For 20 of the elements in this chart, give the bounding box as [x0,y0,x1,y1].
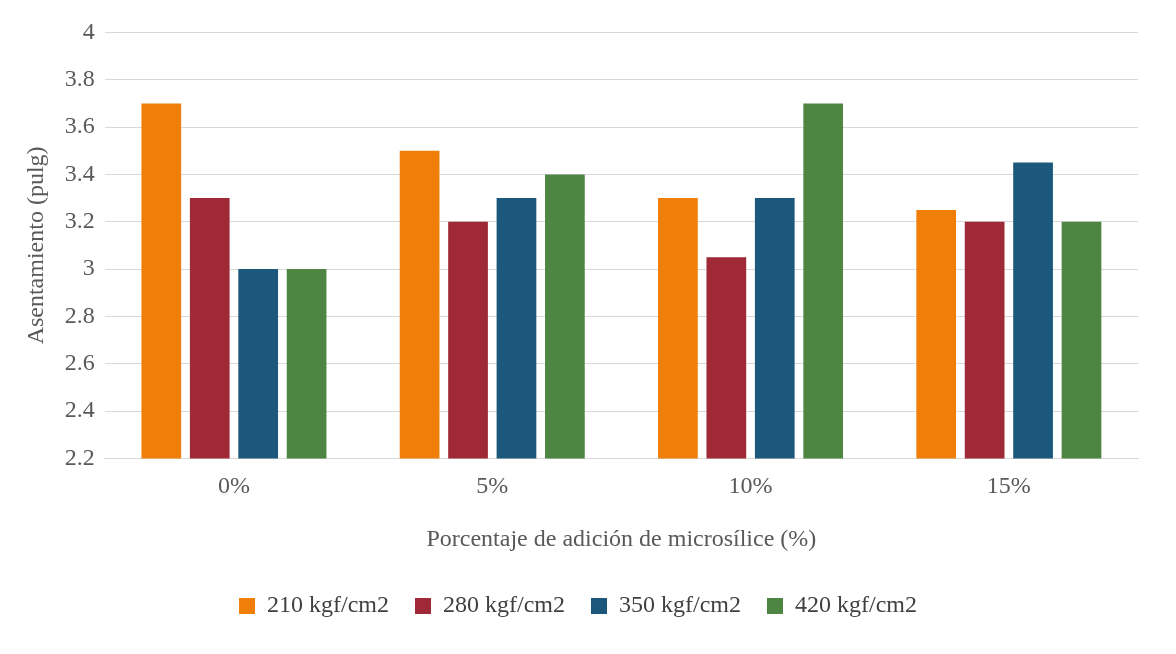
x-axis-title: Porcentaje de adición de microsílice (%) [426,524,817,551]
legend-label: 280 kgf/cm2 [443,591,565,618]
y-tick-label: 4 [82,17,95,44]
x-tick-label: 0% [217,472,250,499]
y-tick-label: 3.6 [64,112,95,139]
y-tick-label: 3.2 [64,207,95,234]
y-tick-label: 2.8 [64,301,95,328]
y-tick-label: 2.4 [64,396,95,423]
y-tick-label: 2.2 [64,443,95,470]
x-tick-label: 5% [476,472,509,499]
y-tick-label: 3.4 [64,159,95,186]
y-axis-title: Asentamiento (pulg) [21,146,48,345]
y-tick-label: 3.8 [64,65,95,92]
legend-label: 420 kgf/cm2 [794,591,917,618]
x-tick-label: 10% [728,472,773,499]
legend-label: 210 kgf/cm2 [267,591,390,618]
y-tick-label: 3 [82,254,95,281]
x-tick-label: 15% [986,472,1031,499]
y-tick-label: 2.6 [64,349,95,376]
legend-label: 350 kgf/cm2 [619,591,741,618]
